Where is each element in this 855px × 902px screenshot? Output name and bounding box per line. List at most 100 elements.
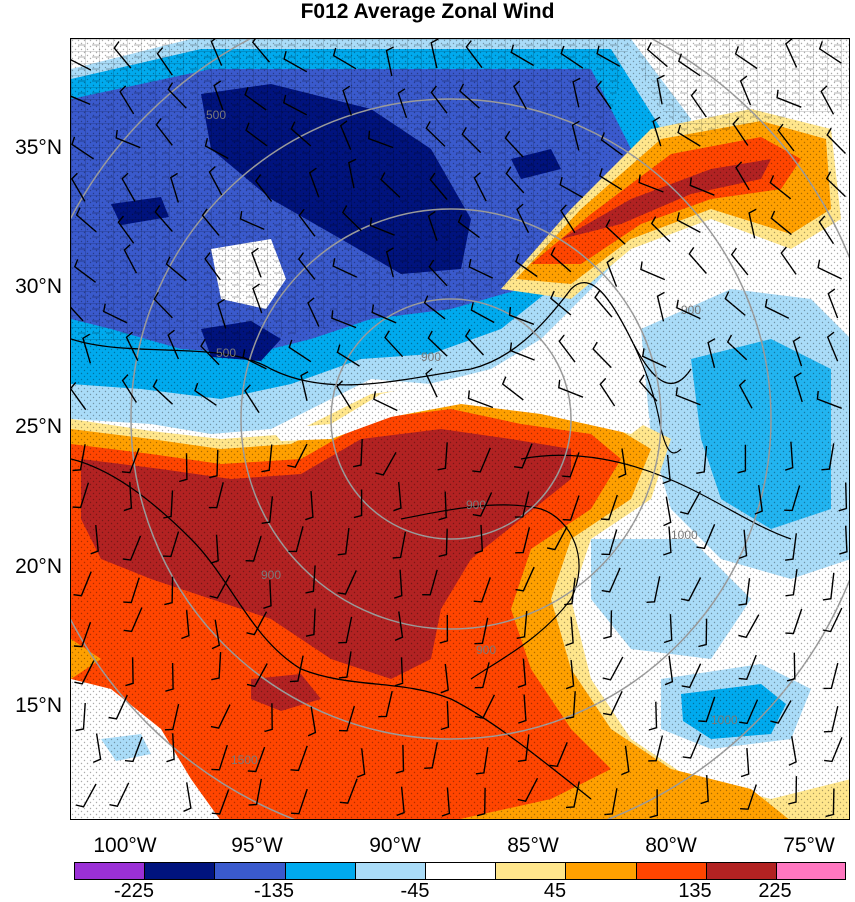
wind-barb [656,74,665,105]
wind-barb [707,338,716,368]
wind-barb [823,706,839,733]
wind-barb [337,570,357,595]
wind-barb [792,336,803,367]
lon-label-85w: 85°W [507,834,559,857]
wind-barb [601,567,621,593]
contour-label: 900 [476,643,496,657]
wind-barb [648,735,664,762]
wind-barb [560,204,576,234]
wind-barb [75,207,97,233]
wind-barb [162,531,180,558]
wind-barb [113,41,132,69]
wind-barb [824,737,843,763]
wind-barb [827,288,839,319]
wind-barb [788,736,797,766]
wind-barb [251,247,262,278]
wind-barb [698,618,708,648]
wind-barb [738,529,748,560]
wind-barb [353,489,363,519]
wind-barb [90,525,99,555]
wind-barb [72,482,90,509]
wind-barb [123,577,140,604]
wind-barb [341,205,362,232]
wind-barb [167,329,180,360]
wind-barb [560,45,584,69]
wind-barb [562,452,580,478]
wind-barb [516,610,528,639]
wind-barb [283,51,308,73]
wind-barb [558,379,584,398]
wind-barb [179,453,188,483]
wind-barb [508,307,535,325]
wind-barb [690,89,707,118]
wind-barb [282,94,308,116]
wind-barb [601,529,618,556]
wind-barb [396,786,405,817]
lon-label-80w: 80°W [645,834,697,857]
contour-label: 500 [216,346,236,360]
wind-barb [457,214,480,239]
wind-barb [681,663,702,689]
contour-label: 500 [206,108,226,122]
wind-barb [459,83,480,109]
wind-barb [501,376,524,401]
wind-barb [125,657,134,687]
contour-label: 1000 [671,528,698,542]
contour-labels: 500 500 900 900 900 900 900 1000 1500 10… [206,108,738,767]
wind-barb [680,577,702,602]
wind-barb [780,246,797,275]
wind-barb [123,244,138,274]
wind-barb [246,611,268,636]
wind-barb [356,748,366,778]
wind-barb [204,252,221,281]
wind-barb [385,247,394,278]
wind-barb [517,777,539,802]
wind-barb [166,733,175,763]
wind-barb [183,782,192,812]
wind-barb [510,44,535,67]
colorbar-label: -45 [400,880,430,902]
wind-barb [770,700,792,724]
wind-barb [656,291,665,322]
wind-barb [213,80,224,111]
wind-barb [517,734,530,762]
wind-barb [297,252,316,280]
wind-barb [788,776,798,805]
wind-barb [201,208,220,236]
wind-barb [785,39,798,68]
wind-barb [663,526,672,556]
colorbar-swatch [74,862,145,880]
map-panel: 500 500 900 900 900 900 900 1000 1500 10… [70,38,850,820]
wind-barb [518,694,527,724]
lon-label-90w: 90°W [369,834,421,857]
wind-barb [770,210,792,236]
wind-barb [776,89,802,108]
wind-barb [675,387,701,406]
wind-barb [596,45,621,67]
wind-barb [676,212,701,234]
wind-barb [181,609,190,640]
wind-barb [121,448,140,474]
wind-barb [210,534,219,564]
wind-barb [606,257,618,287]
wind-barb [823,662,839,690]
wind-barb [592,341,612,369]
wind-barb [425,120,446,147]
wind-barb [817,259,842,280]
wind-barb [595,80,612,110]
wind-barb [394,657,404,687]
wind-barb [696,524,716,550]
lat-label-15n: 15°N [15,694,62,717]
lat-label-20n: 20°N [15,555,62,578]
wind-barb [640,261,666,281]
wind-barb [287,443,308,468]
wind-barb [123,482,133,512]
wind-barb [307,706,317,737]
wind-barb [71,136,94,160]
wind-barb [474,617,489,645]
wind-barb [155,117,173,146]
wind-barb [153,291,173,319]
wind-barb [163,490,174,519]
wind-barb [71,306,84,322]
wind-barb [393,482,402,512]
